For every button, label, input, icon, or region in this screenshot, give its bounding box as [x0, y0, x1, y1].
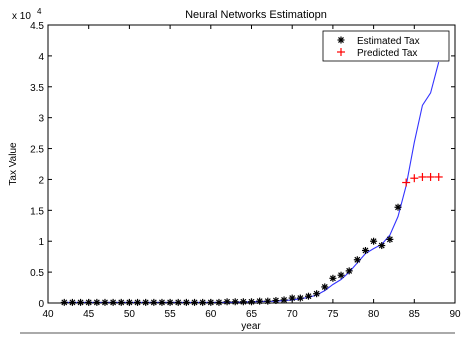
estimated-tax-point: [329, 274, 337, 282]
y-tick-label: 3.5: [30, 83, 44, 94]
estimated-tax-point: [77, 298, 85, 306]
y-tick-labels: 0 0.5 1 1.5 2 2.5 3 3.5 4 4.5: [30, 21, 44, 310]
estimated-tax-point: [386, 235, 394, 243]
estimated-tax-point: [150, 298, 158, 306]
estimated-tax-point: [296, 294, 304, 302]
estimated-tax-point: [353, 256, 361, 264]
estimated-tax-point: [345, 267, 353, 275]
estimated-tax-point: [68, 298, 76, 306]
x-tick-label: 80: [368, 309, 380, 320]
x-tick-label: 65: [246, 309, 258, 320]
estimated-tax-point: [264, 297, 272, 305]
legend-box: [322, 30, 450, 62]
estimated-tax-point: [378, 242, 386, 250]
x-tick-label: 40: [42, 309, 54, 320]
y-scale-factor: x 10 4: [12, 7, 42, 22]
estimated-tax-point: [125, 298, 133, 306]
legend: Estimated Tax Predicted Tax: [322, 30, 450, 62]
estimated-tax-point: [304, 292, 312, 300]
estimated-tax-point: [231, 298, 239, 306]
estimated-tax-point: [174, 298, 182, 306]
estimated-tax-point: [215, 298, 223, 306]
estimated-tax-point: [134, 298, 142, 306]
x-tick-label: 85: [409, 309, 421, 320]
predicted-tax-point: [426, 172, 435, 181]
predicted-tax-point: [410, 174, 419, 183]
predicted-tax-point: [402, 178, 411, 187]
predicted-tax-point: [434, 172, 443, 181]
estimated-tax-point: [361, 246, 369, 254]
estimated-tax-point: [321, 283, 329, 291]
estimated-tax-point: [239, 298, 247, 306]
y-tick-label: 1: [38, 237, 44, 248]
x-tick-label: 60: [205, 309, 217, 320]
y-scale-exponent: 4: [37, 7, 42, 16]
y-tick-label: 0.5: [30, 268, 44, 279]
y-axis-title: Tax Value: [8, 142, 19, 186]
x-axis-title: year: [241, 321, 261, 332]
estimated-tax-point: [313, 290, 321, 298]
legend-marker-predicted: [337, 48, 345, 56]
legend-label-predicted: Predicted Tax: [357, 48, 417, 59]
estimated-tax-point: [394, 203, 402, 211]
x-tick-labels: 40 45 50 55 60 65 70 75 80 85 90: [42, 309, 461, 320]
y-tick-label: 4: [38, 52, 44, 63]
estimated-tax-point: [207, 298, 215, 306]
estimated-tax-point: [280, 296, 288, 304]
estimated-tax-point: [109, 298, 117, 306]
y-tick-label: 2: [38, 175, 44, 186]
estimated-tax-point: [248, 298, 255, 306]
x-tick-label: 55: [165, 309, 177, 320]
predicted-tax-point: [418, 172, 427, 181]
estimated-tax-point: [191, 298, 199, 306]
legend-label-estimated: Estimated Tax: [357, 36, 420, 47]
estimated-tax-point: [223, 298, 231, 306]
y-tick-label: 1.5: [30, 206, 44, 217]
y-tick-label: 4.5: [30, 21, 44, 32]
estimated-tax-point: [370, 237, 378, 245]
estimated-tax-point: [182, 298, 190, 306]
estimated-tax-point: [337, 271, 345, 279]
y-scale-label: x 10: [12, 11, 31, 22]
x-tick-label: 45: [83, 309, 95, 320]
estimated-tax-point: [256, 297, 264, 305]
chart-title: Neural Networks Estimatiopn: [185, 9, 327, 21]
legend-marker-estimated: [337, 36, 345, 44]
estimated-tax-point: [93, 298, 101, 306]
y-tick-label: 3: [38, 114, 44, 125]
estimated-tax-point: [272, 297, 280, 305]
estimated-tax-point: [166, 298, 174, 306]
estimated-tax-point: [288, 294, 296, 302]
estimated-tax-point: [85, 298, 93, 306]
plot-area: [47, 24, 456, 304]
estimated-tax-point: [117, 298, 125, 306]
x-tick-label: 75: [327, 309, 339, 320]
x-tick-label: 90: [449, 309, 461, 320]
x-tick-label: 70: [287, 309, 299, 320]
y-tick-label: 2.5: [30, 145, 44, 156]
y-tick-label: 0: [38, 299, 44, 310]
estimated-tax-point: [60, 298, 68, 306]
estimated-tax-point: [101, 298, 109, 306]
x-tick-label: 50: [124, 309, 136, 320]
series-layer: [60, 61, 443, 306]
estimated-tax-point: [158, 298, 166, 306]
estimated-tax-point: [199, 298, 207, 306]
estimated-tax-point: [142, 298, 150, 306]
